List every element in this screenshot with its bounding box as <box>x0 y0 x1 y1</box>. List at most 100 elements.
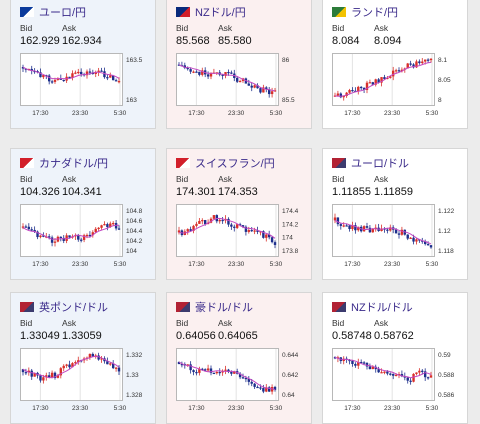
candle <box>189 229 192 231</box>
candle <box>36 231 39 238</box>
candle <box>45 375 48 378</box>
mini-chart[interactable]: 8.1 8.05 8 17:30 23:30 5:30 <box>332 53 463 125</box>
candle <box>241 377 245 379</box>
ask-value: 162.934 <box>62 35 102 47</box>
rate-card[interactable]: 英ポンド/ドル Bid Ask 1.33049 1.33059 1.332 1.33 1.32… <box>10 292 156 424</box>
candle <box>267 234 271 238</box>
y-tick-label: 104.4 <box>126 228 143 235</box>
za-flag-icon <box>332 7 346 17</box>
pair-name[interactable]: ユーロ/ドル <box>351 158 410 170</box>
candle <box>262 388 265 392</box>
y-tick-label: 0.586 <box>438 392 455 399</box>
currency-pair-title[interactable]: NZドル/円 <box>176 4 246 20</box>
pair-name[interactable]: ユーロ/円 <box>39 7 87 19</box>
y-tick-label: 174.2 <box>282 221 299 228</box>
candle <box>27 370 31 373</box>
rate-card[interactable]: 豪ドル/ドル Bid Ask 0.64056 0.64065 0.644 0.642 0.64… <box>166 292 312 424</box>
rate-card[interactable]: ランド/円 Bid Ask 8.084 8.094 8.1 8.05 8 17:30 23:30 5… <box>322 0 468 129</box>
pair-name[interactable]: 英ポンド/ドル <box>39 302 109 314</box>
candle <box>412 373 415 382</box>
bid-value: 0.64056 <box>176 330 216 342</box>
ask-label: Ask <box>62 174 77 184</box>
mini-chart[interactable]: 0.59 0.588 0.586 17:30 23:30 5:30 <box>332 348 463 420</box>
candle <box>362 226 366 232</box>
currency-pair-title[interactable]: スイスフラン/円 <box>176 155 275 171</box>
candle <box>374 366 377 370</box>
candle <box>377 79 380 83</box>
candle <box>24 226 28 228</box>
rate-card[interactable]: ユーロ/円 Bid Ask 162.929 162.934 163.5 163 17:30 23… <box>10 0 156 129</box>
bid-label: Bid <box>332 174 345 184</box>
currency-pair-title[interactable]: ランド/円 <box>332 4 398 20</box>
mini-chart[interactable]: 1.122 1.12 1.118 17:30 23:30 5:30 <box>332 204 463 276</box>
currency-pair-title[interactable]: NZドル/ドル <box>332 299 413 315</box>
pair-name[interactable]: ランド/円 <box>351 7 399 19</box>
rate-card[interactable]: ユーロ/ドル Bid Ask 1.11855 1.11859 1.122 1.12 1.118… <box>322 148 468 280</box>
y-tick-label: 173.8 <box>282 248 299 255</box>
candle <box>406 377 409 381</box>
moving-average-line <box>22 355 120 379</box>
ask-value: 174.353 <box>218 186 258 198</box>
mini-chart[interactable]: 174.4 174.2 174 173.8 17:30 23:30 5:30 <box>176 204 307 276</box>
candle <box>426 59 430 61</box>
pair-name[interactable]: NZドル/ドル <box>351 302 413 314</box>
candle <box>117 81 121 83</box>
pair-name[interactable]: 豪ドル/ドル <box>195 302 254 314</box>
candle <box>221 219 224 222</box>
candle <box>177 230 181 233</box>
candle <box>403 376 407 378</box>
moving-average-line <box>334 356 432 379</box>
y-tick-label: 1.328 <box>126 392 143 399</box>
currency-pair-title[interactable]: ユーロ/ドル <box>332 155 409 171</box>
candle <box>198 220 201 224</box>
rate-card[interactable]: NZドル/円 Bid Ask 85.568 85.580 86 85.5 17:30 23:30… <box>166 0 312 129</box>
x-tick-label: 17:30 <box>32 110 49 117</box>
candle <box>198 71 201 75</box>
mini-chart[interactable]: 104.8 104.6 104.4 104.2 104 17:30 23:30 5:30 <box>20 204 151 276</box>
pair-name[interactable]: NZドル/円 <box>195 7 246 19</box>
ask-value: 0.64065 <box>218 330 258 342</box>
mini-chart[interactable]: 163.5 163 17:30 23:30 5:30 <box>20 53 151 125</box>
pair-name[interactable]: カナダドル/円 <box>39 158 109 170</box>
bid-label: Bid <box>20 174 33 184</box>
y-tick-label: 0.642 <box>282 372 299 379</box>
candle <box>383 371 386 373</box>
x-tick-label: 17:30 <box>32 405 49 412</box>
currency-pair-title[interactable]: 英ポンド/ドル <box>20 299 108 315</box>
y-tick-label: 1.33 <box>126 372 139 379</box>
candle <box>56 78 60 80</box>
candle <box>88 353 92 358</box>
rate-card[interactable]: スイスフラン/円 Bid Ask 174.301 174.353 174.4 174.2 17… <box>166 148 312 280</box>
mini-chart[interactable]: 1.332 1.33 1.328 17:30 23:30 5:30 <box>20 348 151 420</box>
candle <box>389 227 392 231</box>
currency-pair-title[interactable]: 豪ドル/ドル <box>176 299 253 315</box>
candle <box>377 369 380 373</box>
x-tick-label: 17:30 <box>188 110 205 117</box>
currency-pair-title[interactable]: カナダドル/円 <box>20 155 108 171</box>
y-tick-label: 1.12 <box>438 228 451 235</box>
candle <box>88 234 92 237</box>
candle <box>256 230 259 232</box>
candle <box>253 383 256 387</box>
candle <box>348 359 351 362</box>
moving-average-line <box>178 64 276 92</box>
candle <box>233 226 236 228</box>
mini-chart[interactable]: 0.644 0.642 0.64 17:30 23:30 5:30 <box>176 348 307 420</box>
x-tick-label: 5:30 <box>114 110 127 117</box>
pair-name[interactable]: スイスフラン/円 <box>195 158 275 170</box>
candle <box>238 80 242 83</box>
candle <box>397 70 401 72</box>
mini-chart[interactable]: 86 85.5 17:30 23:30 5:30 <box>176 53 307 125</box>
candle <box>62 79 65 82</box>
candle <box>394 70 398 72</box>
rate-card[interactable]: カナダドル/円 Bid Ask 104.326 104.341 104.8 104.6 104… <box>10 148 156 280</box>
candle <box>27 226 31 230</box>
currency-pair-title[interactable]: ユーロ/円 <box>20 4 86 20</box>
candle <box>42 75 45 78</box>
candle <box>42 377 45 381</box>
candle <box>77 71 80 74</box>
candle <box>256 386 259 389</box>
candle <box>409 63 412 65</box>
candle <box>201 70 204 75</box>
rate-card[interactable]: NZドル/ドル Bid Ask 0.58748 0.58762 0.59 0.588 0.58… <box>322 292 468 424</box>
